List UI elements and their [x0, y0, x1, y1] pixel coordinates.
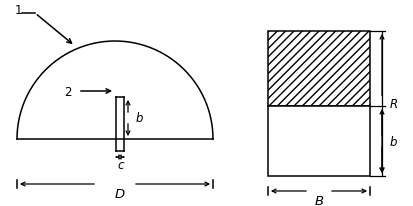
Bar: [268, 107, 370, 176]
Text: R: R: [390, 97, 398, 110]
Text: B: B: [314, 194, 323, 206]
Text: D: D: [115, 188, 125, 200]
Text: c: c: [118, 159, 124, 172]
Text: b: b: [136, 112, 143, 125]
Text: b: b: [390, 135, 397, 148]
Text: 2: 2: [64, 85, 72, 98]
Text: 1: 1: [14, 4, 22, 16]
Bar: [268, 32, 370, 107]
